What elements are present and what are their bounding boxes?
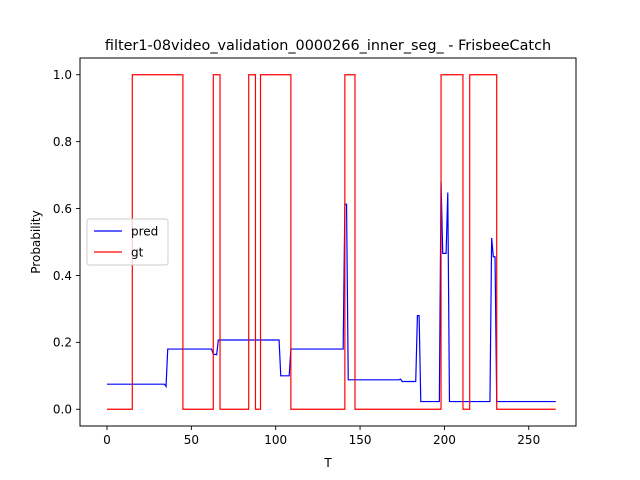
- y-axis-ticks: 0.0 0.2 0.4 0.6 0.8 1.0: [53, 68, 80, 417]
- x-tick-label: 50: [184, 433, 199, 447]
- plot-frame: [79, 57, 577, 427]
- y-tick-label: 0.4: [53, 269, 72, 283]
- x-axis-ticks: 0 50 100 150 200 250: [103, 426, 540, 447]
- x-tick-label: 200: [433, 433, 456, 447]
- y-tick-label: 0.8: [53, 135, 72, 149]
- legend: pred gt: [86, 218, 169, 266]
- chart-title: filter1-08video_validation_0000266_inner…: [105, 38, 551, 54]
- series-layer: [106, 74, 556, 410]
- x-tick-label: 0: [103, 433, 111, 447]
- series-line-gt: [106, 74, 556, 410]
- y-tick-label: 0.2: [53, 336, 72, 350]
- y-tick-label: 1.0: [53, 68, 72, 82]
- x-tick-label: 150: [349, 433, 372, 447]
- x-tick-label: 250: [517, 433, 540, 447]
- legend-pred-label: pred: [131, 225, 158, 239]
- y-tick-label: 0.0: [53, 403, 72, 417]
- y-axis-label: Probability: [29, 210, 43, 273]
- legend-gt-label: gt: [131, 246, 144, 260]
- x-tick-label: 100: [264, 433, 287, 447]
- y-tick-label: 0.6: [53, 202, 72, 216]
- x-axis-label: T: [323, 456, 332, 470]
